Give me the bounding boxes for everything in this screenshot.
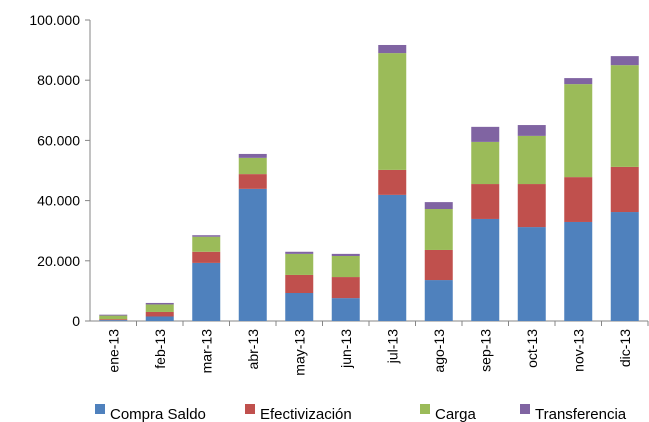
- y-tick-label: 20.000: [37, 253, 80, 269]
- bar-segment: [99, 320, 128, 321]
- bar-segment: [192, 262, 221, 321]
- legend-swatch: [420, 404, 430, 414]
- bar-segment: [471, 184, 500, 219]
- bar-segment: [564, 84, 593, 178]
- bar-segment: [285, 253, 314, 275]
- y-tick-label: 100.000: [29, 12, 80, 28]
- bar-segment: [517, 227, 546, 321]
- x-tick-label: ene-13: [105, 329, 121, 373]
- bar-segment: [145, 311, 174, 317]
- legend-swatch: [95, 404, 105, 414]
- bar-segment: [471, 126, 500, 142]
- x-tick-label: abr-13: [245, 329, 261, 370]
- legend-swatch: [245, 404, 255, 414]
- bar-segment: [238, 188, 267, 321]
- bar-segment: [192, 236, 221, 252]
- x-tick-label: oct-13: [524, 329, 540, 368]
- bar-segment: [331, 298, 360, 321]
- bar-segment: [331, 277, 360, 299]
- legend-label: Carga: [435, 406, 477, 422]
- bar-segment: [145, 316, 174, 321]
- bar-segment: [610, 56, 639, 66]
- bar-segment: [285, 274, 314, 294]
- bar-segment: [610, 166, 639, 213]
- y-tick-label: 80.000: [37, 72, 80, 88]
- bar-segment: [471, 141, 500, 185]
- bar-segment: [99, 315, 128, 320]
- bar-segment: [145, 302, 174, 305]
- x-tick-label: ago-13: [431, 329, 447, 373]
- bar-segment: [285, 293, 314, 321]
- y-tick-label: 60.000: [37, 132, 80, 148]
- bar-segment: [378, 44, 407, 54]
- bar-segment: [99, 314, 128, 316]
- x-tick-label: sep-13: [477, 329, 493, 372]
- bar-segment: [424, 249, 453, 281]
- x-tick-label: nov-13: [570, 329, 586, 372]
- y-tick-label: 40.000: [37, 193, 80, 209]
- bar-segment: [192, 235, 221, 237]
- bar-segment: [331, 255, 360, 278]
- bar-segment: [471, 218, 500, 321]
- x-tick-label: dic-13: [617, 329, 633, 367]
- x-tick-label: feb-13: [152, 329, 168, 369]
- bar-segment: [610, 65, 639, 167]
- bar-segment: [238, 157, 267, 175]
- x-tick-label: jun-13: [338, 329, 354, 369]
- bar-segment: [564, 78, 593, 85]
- bar-segment: [238, 153, 267, 158]
- bar-segment: [564, 221, 593, 321]
- legend-label: Transferencia: [535, 406, 627, 422]
- x-tick-label: jul-13: [384, 329, 400, 364]
- bar-segment: [424, 209, 453, 250]
- bar-segment: [145, 304, 174, 312]
- bar-segment: [610, 212, 639, 321]
- bar-segment: [331, 253, 360, 256]
- legend-swatch: [520, 404, 530, 414]
- bar-segment: [517, 135, 546, 185]
- legend-label: Compra Saldo: [110, 406, 206, 422]
- bar-segment: [378, 169, 407, 195]
- bar-segment: [424, 280, 453, 321]
- x-tick-label: may-13: [291, 329, 307, 376]
- bar-segment: [517, 184, 546, 228]
- bar-segment: [378, 53, 407, 170]
- bar-segment: [285, 251, 314, 254]
- bar-segment: [192, 251, 221, 263]
- legend-label: Efectivización: [260, 406, 352, 422]
- bar-segment: [99, 319, 128, 321]
- bar-segment: [517, 125, 546, 136]
- bar-segment: [378, 194, 407, 321]
- bar-segment: [564, 177, 593, 222]
- y-tick-label: 0: [72, 313, 80, 329]
- bar-segment: [424, 202, 453, 210]
- bar-segment: [238, 174, 267, 189]
- x-tick-label: mar-13: [198, 329, 214, 374]
